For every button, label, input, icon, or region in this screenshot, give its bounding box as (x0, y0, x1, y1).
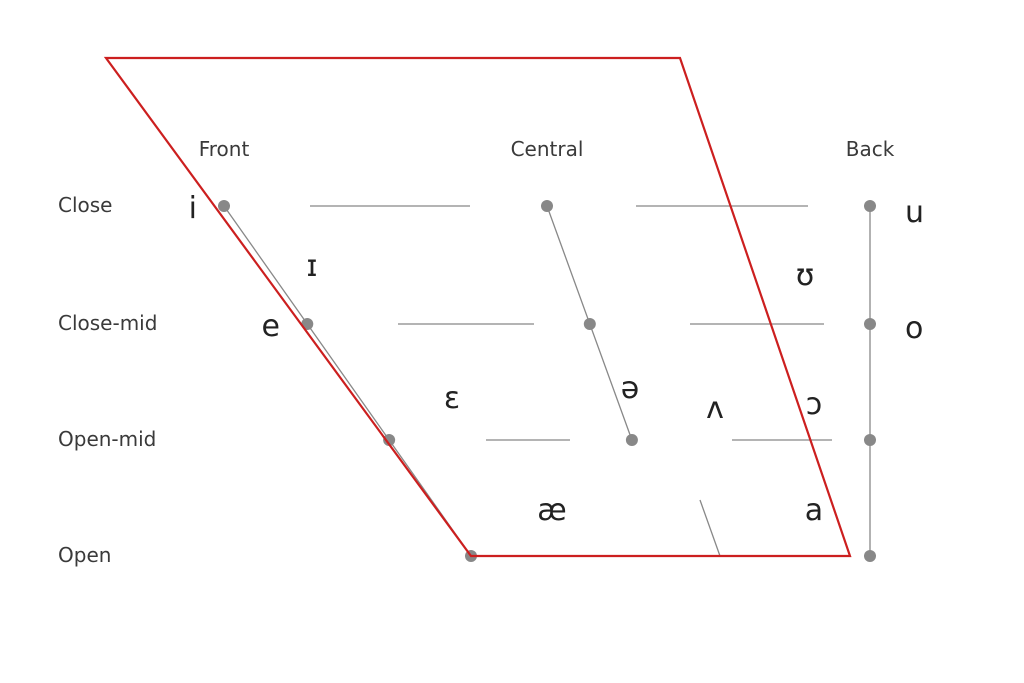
row-label-close: Close (58, 193, 112, 217)
vowel-small-cap-i: ɪ (306, 249, 317, 284)
vowel-u: u (905, 195, 924, 230)
back-node-open (864, 550, 876, 562)
central-node-close (541, 200, 553, 212)
central-node-open_mid (626, 434, 638, 446)
col-label-back: Back (846, 137, 895, 161)
vowel-ash: æ (537, 493, 566, 528)
vowel-chart: Close Close-mid Open-mid Open Front Central Ba… (0, 0, 1024, 683)
vowel-e: e (262, 309, 280, 344)
central-node-close_mid (584, 318, 596, 330)
vowel-epsilon: ɛ (444, 381, 460, 416)
front-guide-line (224, 206, 471, 556)
back-node-close (864, 200, 876, 212)
vowel-upsilon: ʊ (796, 258, 815, 293)
col-label-front: Front (199, 137, 250, 161)
extra-segment-0 (700, 500, 720, 556)
vowel-a: a (805, 493, 823, 528)
row-label-open_mid: Open-mid (58, 427, 156, 451)
vowel-open-o: ɔ (806, 387, 822, 422)
col-label-central: Central (511, 137, 584, 161)
front-node-close (218, 200, 230, 212)
vowel-o: o (905, 311, 923, 346)
back-node-close_mid (864, 318, 876, 330)
row-label-close_mid: Close-mid (58, 311, 157, 335)
overlay-quadrilateral (106, 58, 850, 556)
row-label-open: Open (58, 543, 111, 567)
back-node-open_mid (864, 434, 876, 446)
vowel-i: i (189, 191, 197, 226)
vowel-wedge: ʌ (706, 391, 724, 426)
vowel-schwa: ə (621, 371, 639, 406)
